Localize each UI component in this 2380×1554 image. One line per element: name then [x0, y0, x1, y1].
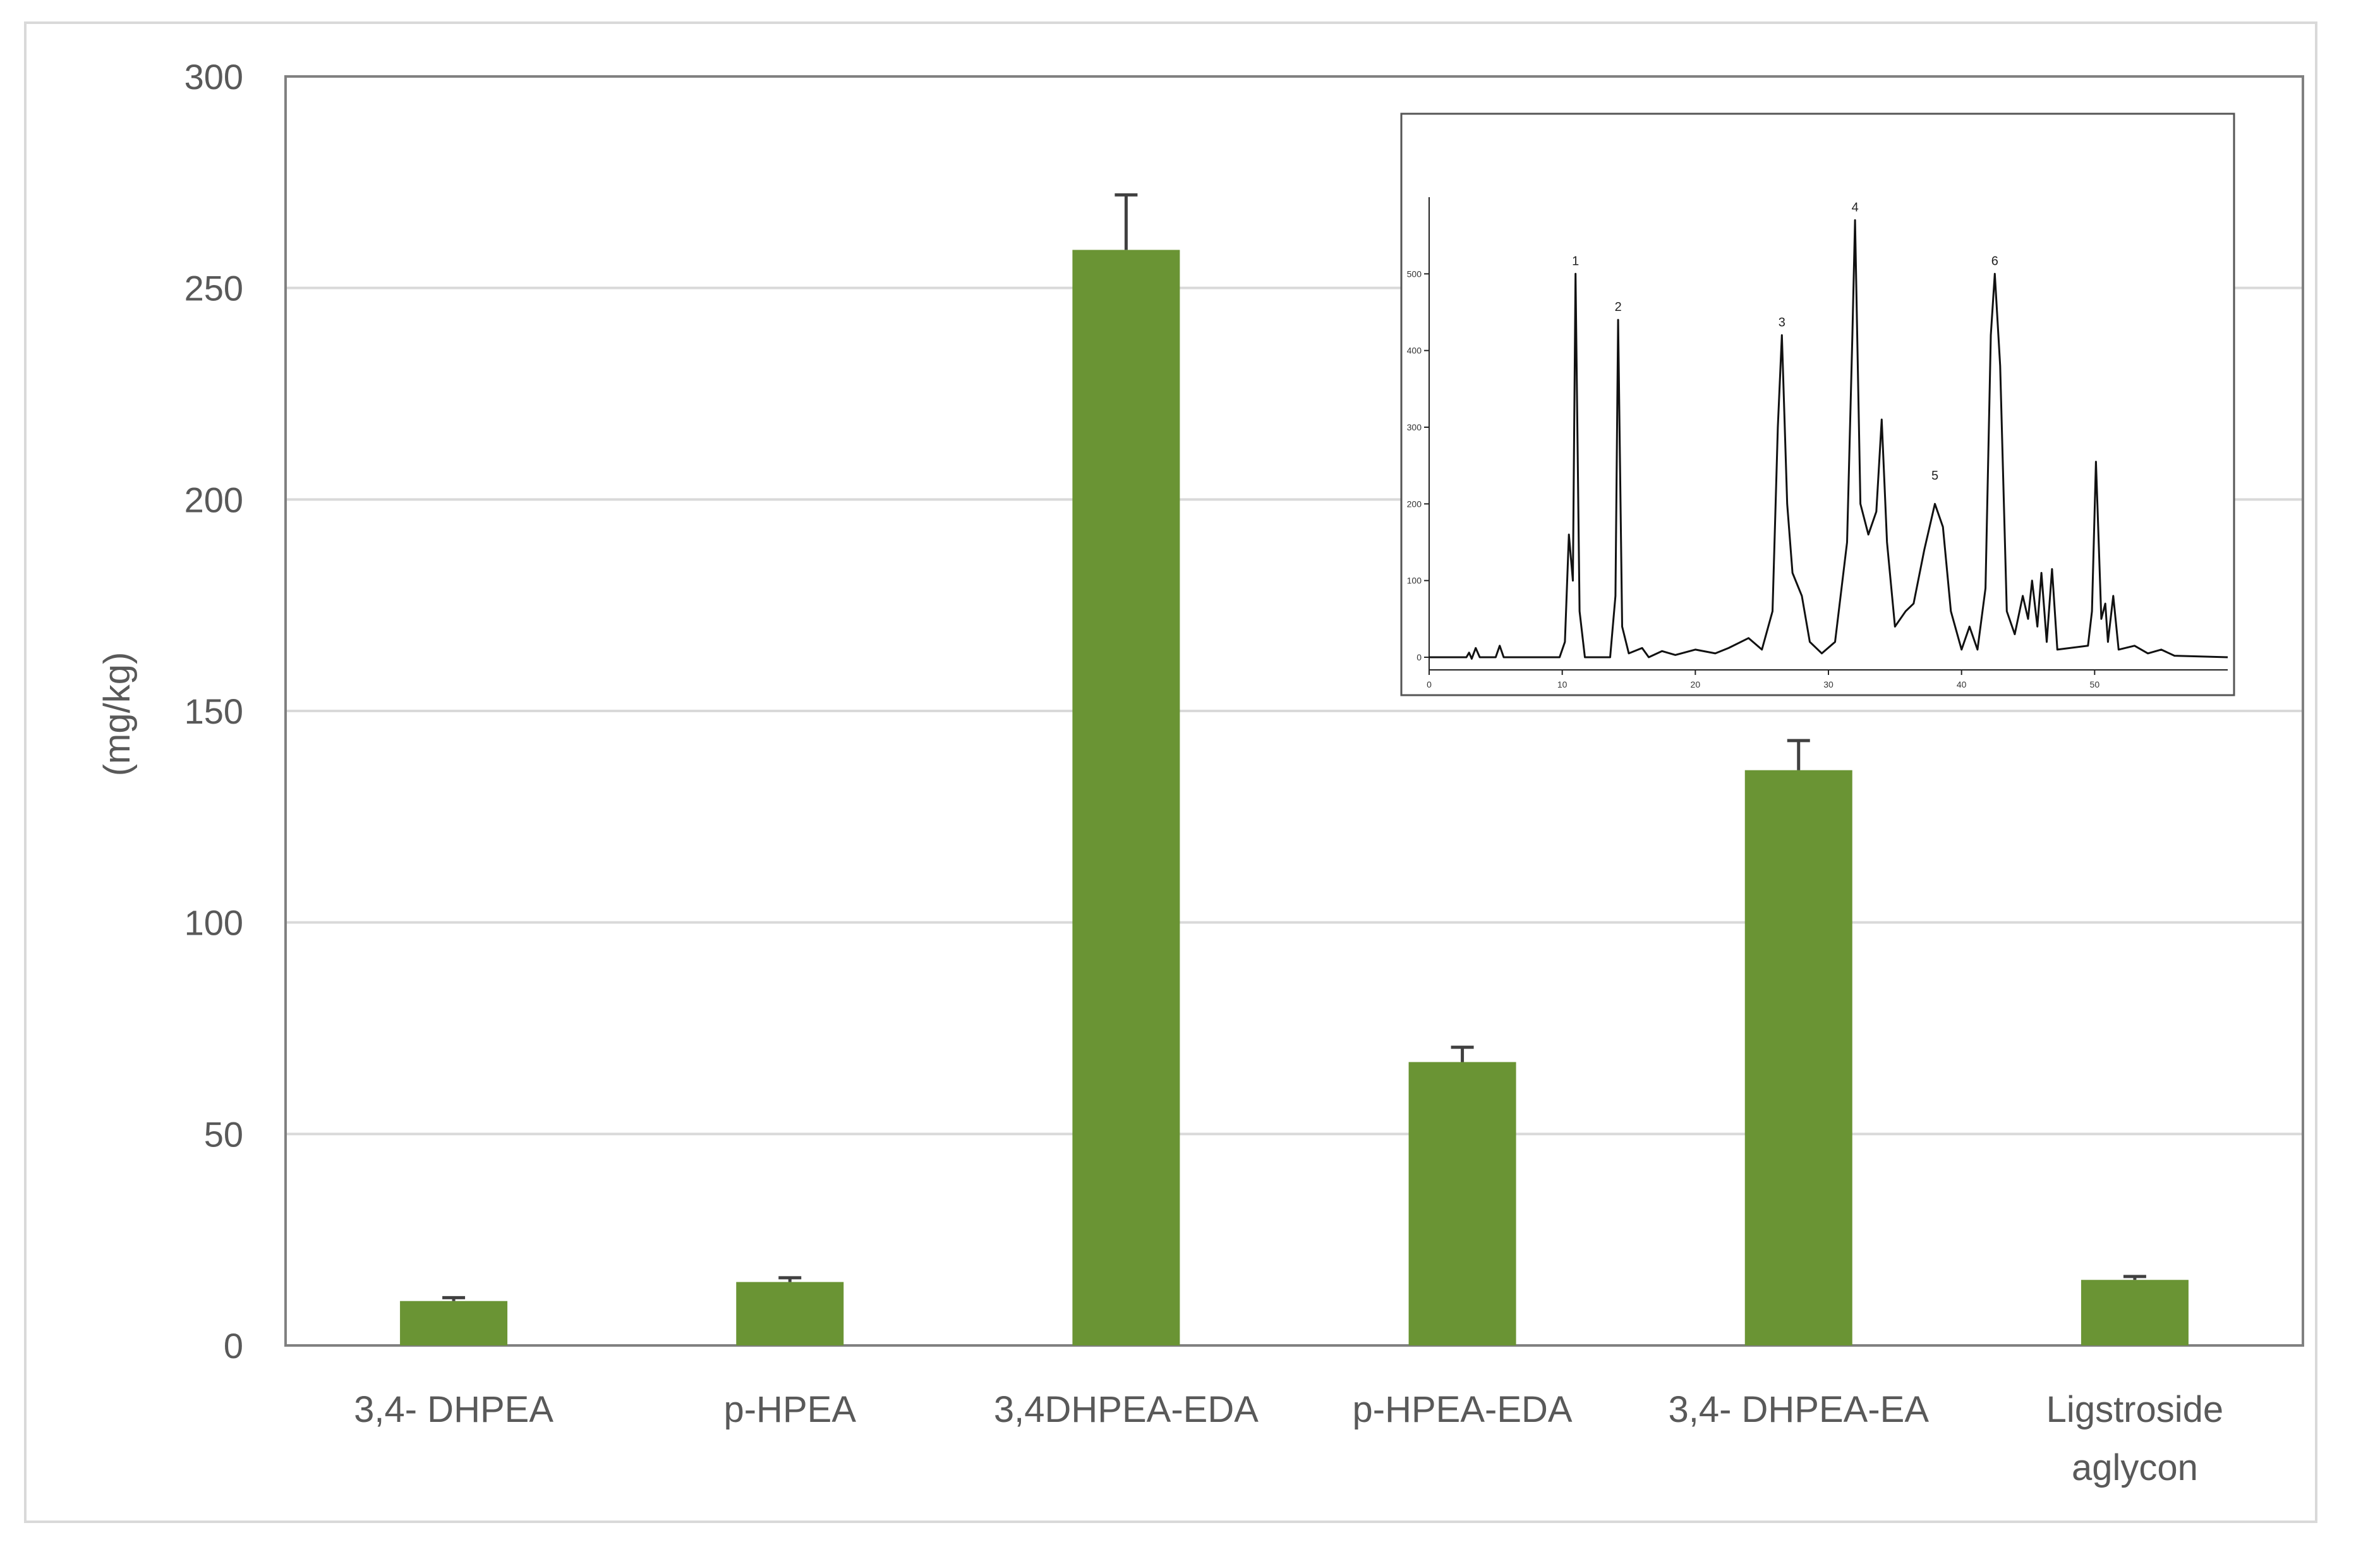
inset-y-tick-label: 100: [1407, 576, 1422, 586]
inset-x-tick-label: 50: [2090, 679, 2100, 689]
bar: [1744, 770, 1852, 1345]
bar: [2081, 1280, 2189, 1345]
inset-y-tick-label: 300: [1407, 422, 1422, 432]
y-tick-label: 100: [184, 903, 243, 943]
y-tick-label: 150: [184, 691, 243, 731]
y-tick-label: 300: [184, 57, 243, 97]
category-label: 3,4- DHPEA-EA: [1668, 1389, 1929, 1430]
category-label: 3,4DHPEA-EDA: [994, 1389, 1259, 1430]
peak-label: 6: [1991, 254, 1998, 268]
inset-x-tick-label: 20: [1691, 679, 1701, 689]
category-label: 3,4- DHPEA: [354, 1389, 553, 1430]
inset-frame: [1400, 112, 2235, 696]
inset-y-tick-label: 0: [1417, 652, 1422, 662]
y-tick-label: 200: [184, 480, 243, 519]
category-label: Ligstroside: [2046, 1389, 2223, 1430]
bar: [1072, 250, 1180, 1346]
bar: [736, 1282, 844, 1345]
peak-label: 3: [1779, 315, 1785, 329]
y-axis-label: (mg/kg): [97, 652, 138, 777]
category-label: p-HPEA: [723, 1389, 856, 1430]
category-labels: 3,4- DHPEA p-HPEA 3,4DHPEA-EDA p-HPEA-EDA 3,…: [354, 1389, 2223, 1488]
bar: [1408, 1062, 1516, 1345]
peak-label: 1: [1572, 254, 1579, 268]
category-label: p-HPEA-EDA: [1353, 1389, 1573, 1430]
y-tick-label: 50: [204, 1114, 243, 1154]
inset-x-tick-label: 40: [1957, 679, 1967, 689]
y-tick-label: 250: [184, 269, 243, 308]
category-label: aglycon: [2072, 1447, 2198, 1488]
y-tick-label: 0: [224, 1326, 243, 1366]
bars: [400, 250, 2189, 1346]
y-tick-labels: 0 50 100 150 200 250 300: [184, 57, 243, 1366]
error-bars: [442, 193, 2146, 1301]
inset-y-tick-label: 200: [1407, 499, 1422, 509]
inset-x-tick-label: 30: [1823, 679, 1833, 689]
peak-label: 5: [1931, 469, 1938, 483]
inset-y-tick-label: 400: [1407, 346, 1422, 356]
inset-x-tick-label: 0: [1427, 679, 1432, 689]
bar: [400, 1301, 508, 1345]
peak-label: 2: [1615, 300, 1622, 314]
gridlines: [284, 75, 2304, 1347]
chromatogram-trace: [1429, 219, 2228, 660]
peak-label: 4: [1852, 200, 1859, 214]
inset-x-tick-label: 10: [1557, 679, 1568, 689]
inset-y-tick-label: 500: [1407, 269, 1422, 279]
plot-border: [284, 75, 2304, 1347]
